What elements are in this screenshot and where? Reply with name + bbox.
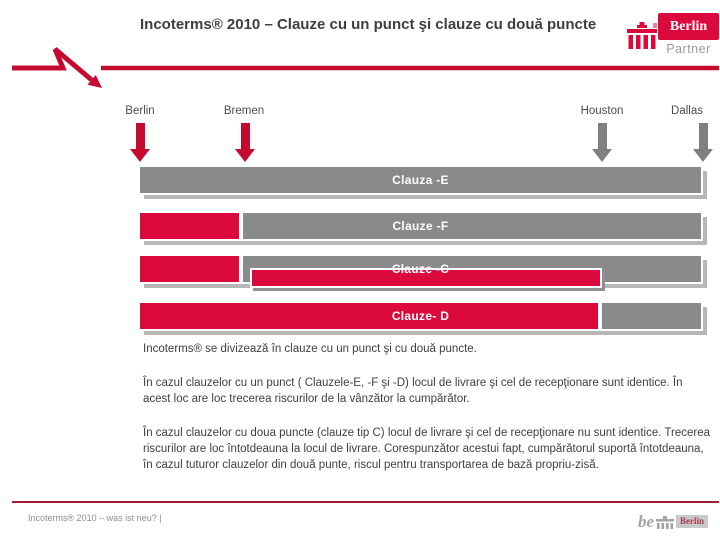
bar-label-clauze-c: Clauze -C — [391, 262, 450, 276]
down-arrow-icon-houston — [592, 123, 612, 162]
bar-clauza-e: Clauza -E — [140, 167, 703, 195]
logo-berlin-badge: Berlin — [658, 13, 719, 40]
city-label-houston: Houston — [580, 105, 624, 117]
bar-label-clauza-e: Clauza -E — [392, 173, 449, 187]
paragraph-one-point: În cazul clauzelor cu un punct ( Clauzel… — [143, 377, 683, 405]
footer-divider — [12, 501, 719, 503]
city-label-berlin: Berlin — [125, 105, 155, 117]
down-arrow-icon-bremen — [235, 123, 255, 162]
bar-clauze-d: Clauze- D — [140, 303, 703, 331]
bar-red-segment-c2 — [250, 268, 602, 288]
bar-label-clauze-f: Clauze -F — [392, 219, 449, 233]
paragraph-intro: Incoterms® se divizează în clauze cu un … — [143, 343, 477, 355]
city-label-dallas: Dallas — [671, 105, 703, 117]
be-berlin-badge: Berlin — [676, 515, 709, 528]
logo-partner-text: Partner — [666, 42, 711, 56]
down-arrow-icon-dallas — [693, 123, 713, 162]
logo-berlin-text: Berlin — [669, 18, 708, 34]
bar-red-segment-c1 — [140, 256, 243, 282]
bar-red-segment-f — [140, 213, 243, 239]
footer-title: Incoterms® 2010 – was ist neu? | — [28, 513, 162, 523]
bar-label-clauze-d: Clauze- D — [391, 309, 450, 323]
brandenburg-gate-icon — [627, 22, 657, 49]
slide-title: Incoterms® 2010 – Clauze cu un punct şi … — [140, 16, 597, 33]
city-label-bremen: Bremen — [223, 105, 265, 117]
bar-clauze-f: Clauze -F — [140, 213, 703, 241]
down-arrow-icon-berlin — [130, 123, 150, 162]
be-berlin-be-text: be — [638, 512, 655, 531]
brandenburg-gate-small-icon — [656, 516, 675, 529]
bar-clauze-c: Clauze -C — [140, 256, 703, 288]
be-berlin-logo: be Berlin — [638, 508, 709, 531]
paragraph-two-points: În cazul clauzelor cu doua puncte (clauz… — [143, 427, 710, 471]
berlin-partner-logo: Berlin Partner — [625, 11, 720, 59]
bar-red-segment-d — [140, 303, 602, 329]
